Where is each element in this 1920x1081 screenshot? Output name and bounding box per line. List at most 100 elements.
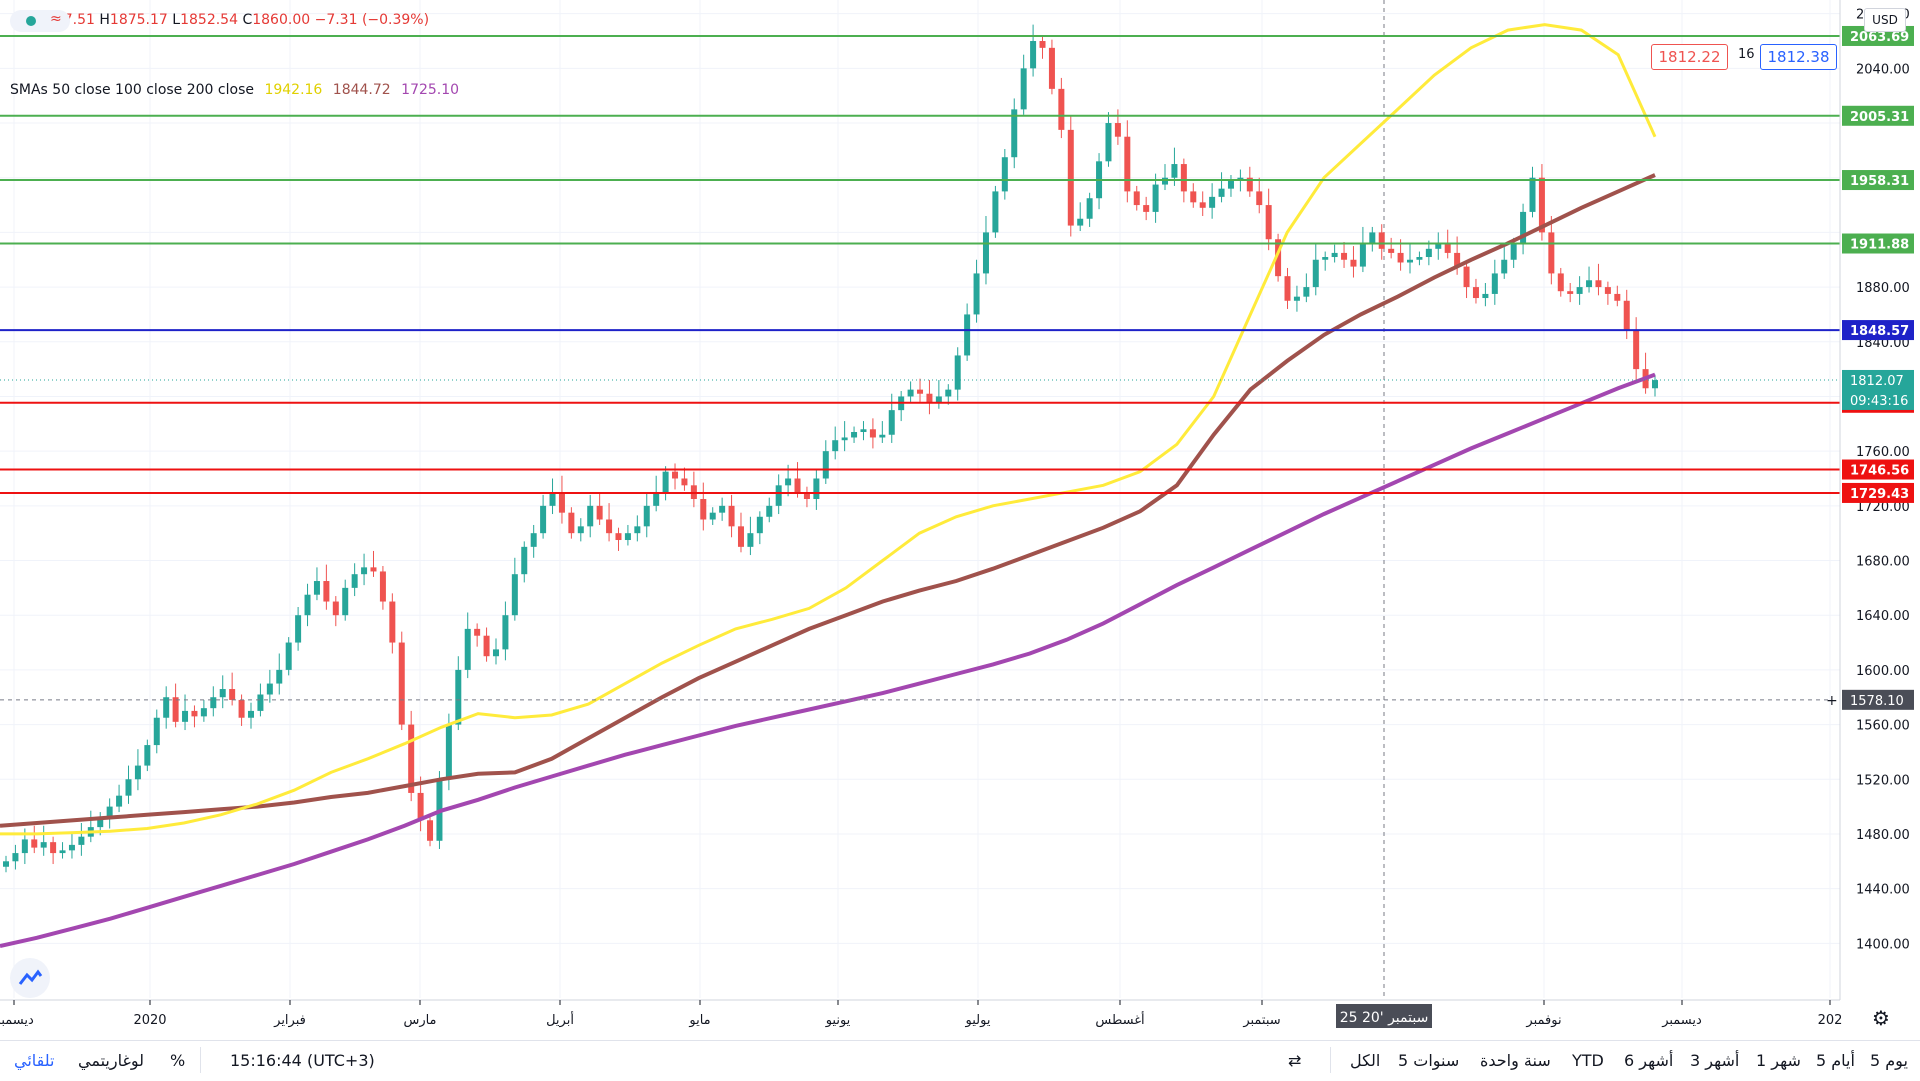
candle-body (1162, 177, 1169, 185)
sma50-value: 1942.16 (264, 82, 323, 98)
candle-body (634, 526, 641, 534)
price-tick-label: 1720.00 (1856, 500, 1910, 515)
timeframe-5y[interactable]: 5 سنوات (1398, 1051, 1460, 1070)
candle-body (229, 689, 236, 700)
price-tick-label: 1600.00 (1856, 664, 1910, 679)
candle-body (1623, 300, 1630, 331)
candle-body (1322, 257, 1329, 260)
candle-body (681, 478, 688, 486)
candle-body (851, 432, 858, 438)
candle-body (1067, 129, 1074, 226)
candle-body (1331, 252, 1338, 258)
time-tick-label: 202 (1818, 1013, 1843, 1028)
buy-price-button[interactable]: 1812.38 (1760, 44, 1837, 70)
candle-body (841, 437, 848, 441)
candle-body (1303, 287, 1310, 297)
timeframe-1m[interactable]: 1 شهر (1756, 1051, 1801, 1070)
crosshair-date-label-bg (1336, 1004, 1432, 1028)
candle-body (1614, 293, 1621, 301)
timeframe-1y[interactable]: سنة واحدة (1480, 1051, 1551, 1070)
candle-body (304, 594, 311, 616)
candle-body (756, 516, 763, 534)
sell-price-button[interactable]: 1812.22 (1651, 44, 1728, 70)
timeframe-all[interactable]: الكل (1350, 1051, 1381, 1070)
candle-body (1378, 232, 1385, 249)
candle-body (1048, 47, 1055, 89)
sma100-value: 1844.72 (332, 82, 391, 98)
candle-body (1416, 257, 1423, 260)
candle-body (427, 820, 434, 841)
tradingview-logo[interactable] (10, 958, 50, 998)
candle-body (1190, 191, 1197, 203)
candle-body (1180, 164, 1187, 192)
candle-body (615, 533, 622, 541)
candle-body (766, 505, 773, 517)
candle-body (596, 505, 603, 520)
ohlc-high: 1875.17 (109, 12, 168, 28)
candle-body (106, 806, 113, 818)
candle-body (3, 861, 9, 867)
percent-scale-button[interactable]: % (170, 1051, 186, 1070)
candle-body (134, 765, 141, 780)
timeframe-ytd[interactable]: YTD (1572, 1051, 1604, 1070)
level-price-label: 2005.31 (1850, 110, 1909, 125)
crosshair-price-label-bg (1842, 689, 1914, 710)
candle-body (398, 642, 405, 725)
divider (1330, 1047, 1331, 1073)
candle-body (1586, 280, 1593, 288)
candle-body (163, 697, 170, 718)
candle-body (332, 601, 339, 616)
candle-body (1124, 136, 1131, 192)
candle-body (1482, 293, 1489, 299)
timeframe-3m[interactable]: 3 أشهر (1690, 1051, 1740, 1070)
candle-body (879, 434, 886, 438)
clock-time[interactable]: 15:16:44 (UTC+3) (230, 1051, 375, 1070)
price-chart[interactable]: 2080.002040.001880.001840.001760.001720.… (0, 0, 1920, 1040)
candle-body (1463, 266, 1470, 288)
date-range-icon[interactable]: ⇄ (1288, 1051, 1302, 1070)
candle-body (1444, 243, 1451, 253)
candle-body (295, 615, 302, 643)
time-tick-label: ديسمبر (1661, 1013, 1702, 1028)
sma-legend[interactable]: SMAs 50 close 100 close 200 close 1942.1… (10, 82, 459, 98)
candle-body (59, 850, 66, 854)
symbol-status-icon[interactable]: ≈ (10, 10, 70, 32)
level-price-label-bg (1842, 482, 1914, 503)
candle-body (1388, 248, 1395, 253)
log-scale-button[interactable]: لوغاريتمي (78, 1051, 144, 1070)
timeframe-1d[interactable]: 5 يوم (1870, 1051, 1908, 1070)
candlesticks (3, 24, 1658, 873)
timeframe-5d[interactable]: 5 أيام (1816, 1051, 1855, 1070)
candle-body (12, 853, 19, 862)
time-tick-label: سبتمبر (1242, 1013, 1280, 1028)
candle-body (285, 642, 292, 670)
ohlc-close: 1860.00 (252, 12, 311, 28)
price-tick-label: 1480.00 (1856, 828, 1910, 843)
gear-icon[interactable]: ⚙ (1872, 1006, 1890, 1030)
timeframe-6m[interactable]: 6 أشهر (1624, 1051, 1674, 1070)
candle-body (1171, 164, 1178, 178)
candle-body (1256, 191, 1263, 206)
level-price-label-bg (1842, 170, 1914, 191)
candle-body (266, 683, 273, 695)
candle-body (700, 499, 707, 520)
level-price-label: 1911.88 (1850, 238, 1909, 253)
candle-body (1039, 41, 1046, 48)
candle-body (1077, 218, 1084, 226)
candle-body (803, 492, 810, 499)
candle-body (1133, 191, 1140, 206)
candle-body (521, 546, 528, 575)
candle-body (1011, 109, 1018, 158)
candle-body (945, 389, 952, 397)
auto-scale-button[interactable]: تلقائي (14, 1051, 55, 1070)
candle-body (832, 440, 839, 452)
candle-body (21, 839, 28, 854)
sma-50-line (0, 23, 1657, 836)
candle-body (1227, 180, 1234, 189)
time-tick-label: أغسطس (1095, 1011, 1144, 1028)
candle-body (549, 492, 556, 506)
candle-body (719, 505, 726, 513)
currency-button[interactable]: USD (1864, 8, 1906, 32)
candle-body (775, 485, 782, 506)
candle-body (982, 232, 989, 274)
